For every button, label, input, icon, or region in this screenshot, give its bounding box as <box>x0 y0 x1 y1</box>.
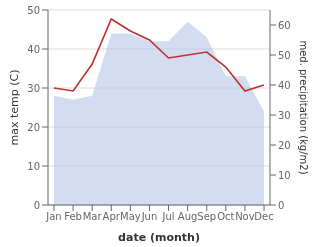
svg-text:Dec: Dec <box>254 211 273 222</box>
svg-text:10: 10 <box>27 161 40 172</box>
svg-text:May: May <box>120 211 141 222</box>
svg-text:Apr: Apr <box>103 211 121 222</box>
svg-text:20: 20 <box>27 122 40 133</box>
svg-text:40: 40 <box>278 80 291 91</box>
svg-text:Nov: Nov <box>235 211 255 222</box>
svg-text:50: 50 <box>27 5 40 16</box>
svg-text:max temp (C): max temp (C) <box>8 69 21 145</box>
svg-text:0: 0 <box>278 200 284 211</box>
svg-text:30: 30 <box>278 110 291 121</box>
svg-text:med. precipitation (kg/m2): med. precipitation (kg/m2) <box>298 40 309 174</box>
svg-text:50: 50 <box>278 50 291 61</box>
svg-text:60: 60 <box>278 20 291 31</box>
svg-text:Aug: Aug <box>178 211 198 222</box>
svg-text:Oct: Oct <box>217 211 234 222</box>
svg-text:20: 20 <box>278 140 291 151</box>
svg-text:10: 10 <box>278 170 291 181</box>
svg-text:Mar: Mar <box>83 211 103 222</box>
svg-text:0: 0 <box>34 200 40 211</box>
svg-text:date (month): date (month) <box>118 231 200 244</box>
svg-text:Jun: Jun <box>141 211 158 222</box>
svg-text:40: 40 <box>27 44 40 55</box>
svg-text:Sep: Sep <box>197 211 216 222</box>
svg-text:Jan: Jan <box>45 211 61 222</box>
svg-text:Feb: Feb <box>64 211 82 222</box>
svg-text:Jul: Jul <box>162 211 175 222</box>
svg-text:30: 30 <box>27 83 40 94</box>
